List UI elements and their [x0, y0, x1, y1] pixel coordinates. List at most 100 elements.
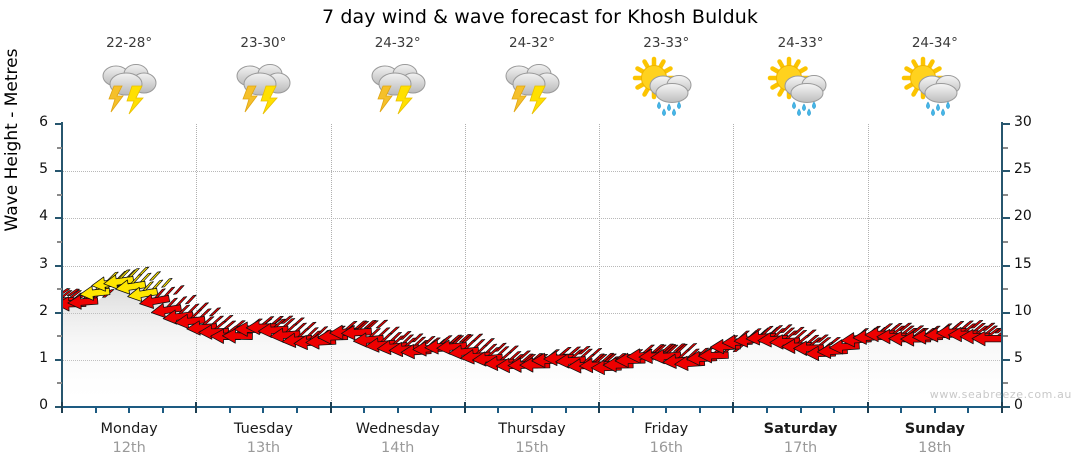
gridline-day-1 [196, 124, 198, 407]
right-tick-label-10: 10 [1014, 302, 1032, 319]
temperature-range: 23-33° [643, 35, 690, 51]
right-tick-label-0: 0 [1014, 397, 1023, 413]
x-tick [497, 407, 500, 413]
wind-arrow-series [62, 266, 1002, 376]
day-name: Sunday [904, 421, 965, 437]
x-tick [430, 407, 433, 413]
right-tick-0 [1003, 406, 1010, 408]
temperature-range: 24-33° [777, 35, 824, 51]
day-name: Thursday [498, 421, 566, 437]
left-minor-tick [57, 335, 62, 338]
x-tick [94, 407, 97, 413]
right-minor-tick [1003, 193, 1008, 196]
right-tick-20 [1003, 217, 1010, 220]
temperature-range: 22-28° [106, 35, 153, 51]
day-label-friday: Friday 16th [596, 420, 736, 458]
right-tick-label-30: 30 [1014, 114, 1032, 130]
x-tick [61, 402, 63, 413]
left-axis-title: Wave Height - Metres [2, 48, 22, 232]
x-tick [128, 407, 131, 413]
temperature-range: 24-32° [509, 35, 555, 51]
left-minor-tick [57, 288, 62, 291]
right-tick-5 [1003, 358, 1010, 361]
day-date: 18th [918, 440, 952, 456]
left-tick-5 [55, 170, 62, 173]
thunderstorm-icon [495, 56, 569, 118]
x-tick [866, 402, 869, 413]
x-tick [531, 407, 533, 413]
gridline-day-2 [330, 124, 332, 407]
x-tick [967, 407, 970, 413]
left-tick-6 [55, 123, 62, 125]
right-minor-tick [1003, 240, 1008, 243]
left-minor-tick [57, 382, 62, 385]
day-date: 14th [381, 440, 415, 456]
day-name: Monday [100, 421, 158, 437]
gridline-y-3 [62, 265, 1002, 267]
day-label-wednesday: Wednesday 14th [328, 420, 468, 458]
day-name: Tuesday [233, 421, 293, 437]
x-tick [1001, 402, 1003, 413]
x-tick [698, 407, 701, 413]
day-date: 16th [649, 440, 683, 456]
right-tick-label-5: 5 [1014, 349, 1023, 366]
left-tick-3 [55, 264, 62, 267]
thunderstorm-icon [226, 56, 300, 118]
right-minor-tick [1003, 382, 1008, 385]
day-name: Friday [644, 421, 689, 437]
right-tick-30 [1003, 123, 1010, 125]
day-header-tuesday: 23-30° [203, 36, 323, 122]
gridline-day-5 [733, 124, 735, 407]
temperature-range: 23-30° [240, 35, 287, 51]
x-tick [564, 407, 567, 413]
thunderstorm-icon [92, 56, 166, 118]
x-tick [933, 407, 936, 413]
gridline-y-2 [62, 312, 1002, 314]
left-minor-tick [57, 146, 62, 149]
x-tick [463, 402, 466, 413]
x-tick [396, 407, 399, 413]
day-date: 12th [112, 440, 146, 456]
day-label-thursday: Thursday 15th [462, 420, 602, 458]
gridline-y-5 [62, 171, 1002, 173]
left-tick-label-1: 1 [39, 349, 48, 366]
left-minor-tick [57, 193, 62, 196]
right-tick-10 [1003, 311, 1010, 314]
left-tick-label-3: 3 [39, 255, 48, 272]
x-tick [363, 407, 366, 413]
left-tick-0 [55, 406, 62, 408]
x-tick [799, 407, 802, 413]
left-tick-label-6: 6 [39, 114, 48, 130]
wave-height-area [62, 279, 1002, 407]
right-tick-label-20: 20 [1014, 208, 1032, 225]
day-date: 17th [783, 440, 818, 456]
x-tick [732, 402, 735, 413]
day-header-wednesday: 24-32° [338, 36, 458, 122]
gridline-day-6 [867, 124, 869, 407]
right-minor-tick [1003, 288, 1008, 291]
day-header-saturday: 24-33° [741, 36, 861, 122]
page-title: 7 day wind & wave forecast for Khosh Bul… [322, 6, 758, 28]
right-tick-25 [1003, 170, 1010, 173]
day-header-sunday: 24-34° [875, 36, 995, 122]
sun-cloud-rain-icon [629, 56, 703, 118]
day-label-tuesday: Tuesday 13th [193, 420, 333, 458]
day-date: 15th [515, 440, 549, 456]
x-tick [228, 407, 231, 413]
day-label-monday: Monday 12th [59, 420, 199, 458]
day-header-friday: 23-33° [606, 36, 726, 122]
day-header-thursday: 24-32° [472, 36, 592, 122]
right-tick-15 [1003, 264, 1010, 267]
left-tick-label-4: 4 [39, 208, 48, 225]
thunderstorm-icon [361, 56, 435, 118]
right-minor-tick [1003, 335, 1008, 338]
left-tick-2 [55, 311, 62, 314]
x-tick [900, 407, 903, 413]
gridline-y-4 [62, 218, 1002, 220]
left-tick-4 [55, 217, 62, 220]
x-tick [631, 407, 634, 413]
x-tick [329, 402, 332, 413]
left-axis-line [61, 122, 63, 409]
day-name: Saturday [763, 421, 838, 437]
